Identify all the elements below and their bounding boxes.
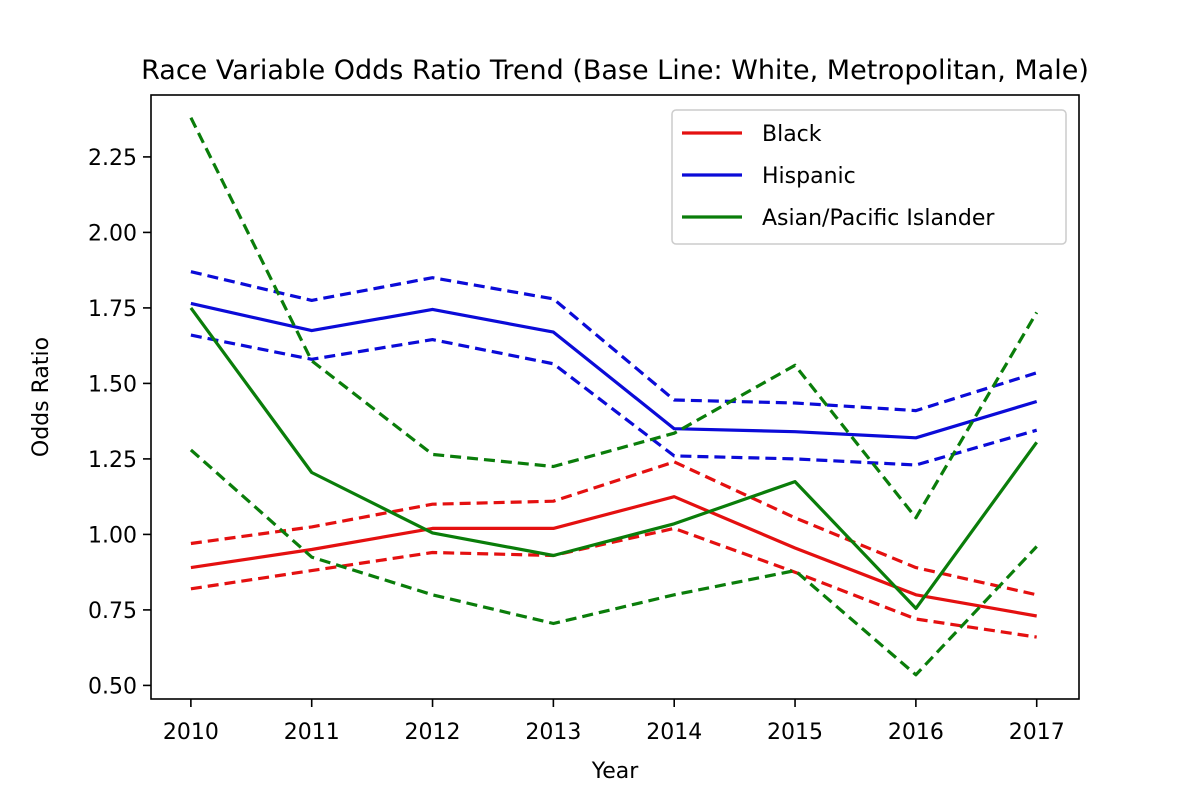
- y-axis: 0.50 0.75 1.00 1.25 1.50 1.75 2.00 2.25: [88, 146, 151, 699]
- series-hispanic-ci-lower-line: [190, 333, 1038, 467]
- x-tick-label: 2011: [284, 720, 340, 745]
- series-hispanic-line: [190, 301, 1038, 440]
- series-layer: [189, 116, 1039, 677]
- plot-area-frame: [150, 94, 1080, 700]
- y-tick-label: 1.25: [88, 448, 137, 473]
- x-tick-label: 2012: [405, 720, 461, 745]
- x-axis: 2010 2011 2012 2013 2014 2015 2016 2017: [163, 699, 1065, 745]
- x-tick-label: 2017: [1009, 720, 1065, 745]
- x-tick-label: 2016: [888, 720, 944, 745]
- y-tick-label: 0.50: [88, 674, 137, 699]
- series-hispanic-ci-upper-line: [190, 270, 1038, 413]
- legend-label-asian-pacific-islander: Asian/Pacific Islander: [762, 206, 995, 231]
- y-tick-label: 1.75: [88, 297, 137, 322]
- y-tick-label: 0.75: [88, 599, 137, 624]
- legend-label-black: Black: [762, 122, 822, 147]
- y-tick-label: 1.50: [88, 372, 137, 397]
- x-tick-label: 2013: [525, 720, 581, 745]
- y-tick-label: 2.00: [88, 221, 137, 246]
- x-tick-label: 2010: [163, 720, 219, 745]
- x-axis-label: Year: [591, 759, 640, 784]
- series-black-ci-lower-line: [190, 526, 1037, 639]
- series-asian-pacific-islander-line: [189, 306, 1038, 611]
- legend-box: [671, 109, 1067, 245]
- y-axis-label: Odds Ratio: [29, 337, 54, 457]
- chart-title: Race Variable Odds Ratio Trend (Base Lin…: [141, 55, 1089, 86]
- x-tick-label: 2014: [646, 720, 702, 745]
- series-black-line: [190, 495, 1037, 618]
- series-asian-pacific-islander-ci-upper-line: [189, 116, 1039, 520]
- x-tick-label: 2015: [767, 720, 823, 745]
- series-asian-pacific-islander-ci-lower-line: [189, 448, 1038, 677]
- legend: Black Hispanic Asian/Pacific Islander: [671, 109, 1067, 245]
- series-black-ci-upper-line: [190, 460, 1038, 597]
- y-tick-label: 1.00: [88, 523, 137, 548]
- y-tick-label: 2.25: [88, 146, 137, 171]
- legend-label-hispanic: Hispanic: [762, 164, 856, 189]
